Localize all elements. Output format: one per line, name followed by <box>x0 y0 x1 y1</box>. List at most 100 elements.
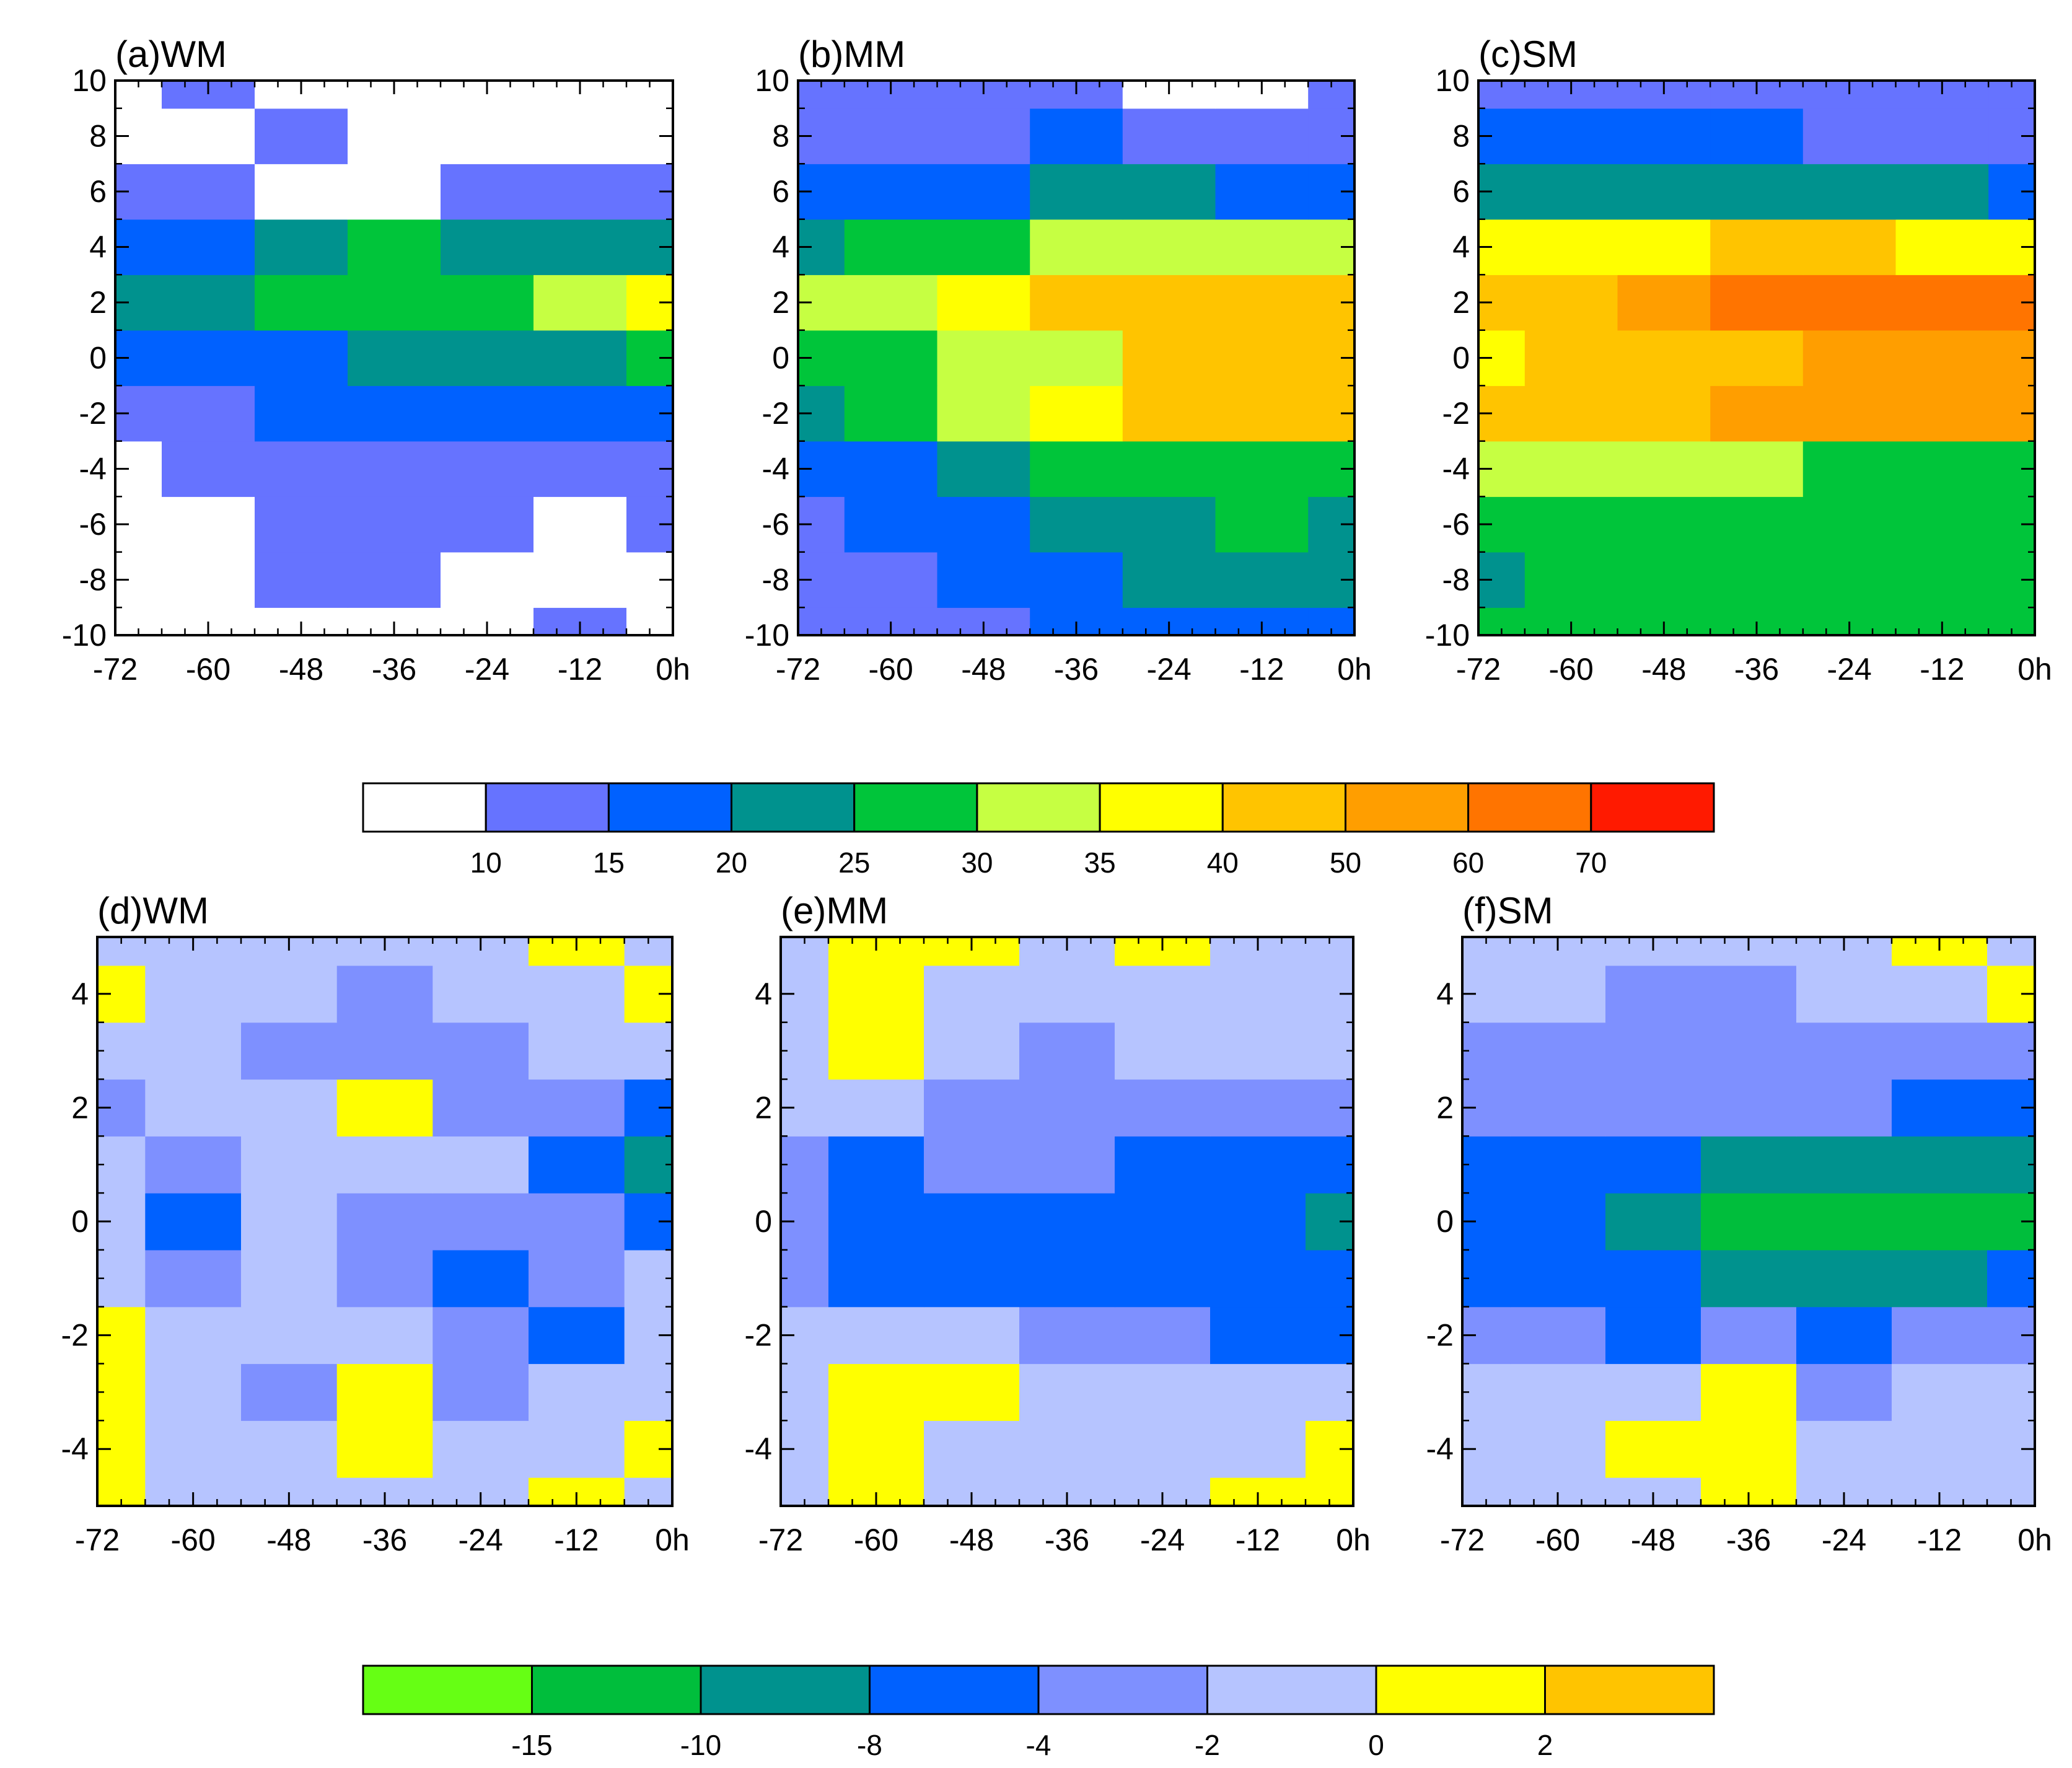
cell-f-6-1 <box>1510 1136 1606 1194</box>
cell-e-7-2 <box>924 1079 1020 1137</box>
cell-b-1-2 <box>937 552 1030 608</box>
cell-d-1-5 <box>529 1420 625 1478</box>
cell-f-5-3 <box>1701 1193 1797 1251</box>
cell-b-3-2 <box>937 441 1030 497</box>
cell-c-1-3 <box>1710 552 1804 608</box>
colorbar-label: -8 <box>857 1729 882 1761</box>
colorbar-swatch <box>869 1665 1040 1715</box>
x-tick-label-e: -12 <box>1236 1523 1280 1557</box>
colorbar-swatch <box>485 782 610 833</box>
colorbar-label: 20 <box>716 847 747 879</box>
cell-b-1-5 <box>1215 552 1309 608</box>
cell-e-7-1 <box>828 1079 924 1137</box>
cell-d-7-2 <box>241 1079 338 1137</box>
panel-b-title: (b)MM <box>798 33 905 75</box>
cell-d-2-0 <box>97 1363 146 1421</box>
cell-f-8-5 <box>1892 1022 1988 1080</box>
cell-f-3-3 <box>1701 1306 1797 1365</box>
cell-c-3-3 <box>1710 441 1804 497</box>
panel-a-field <box>115 81 674 636</box>
y-tick-label-b: 6 <box>772 174 789 209</box>
cell-f-9-3 <box>1701 965 1797 1023</box>
cell-e-6-3 <box>1019 1136 1115 1194</box>
cell-e-2-6 <box>1306 1363 1354 1421</box>
cell-c-8-2 <box>1617 164 1711 220</box>
cell-d-1-2 <box>241 1420 338 1478</box>
cell-a-4-1 <box>162 385 255 442</box>
colorbar-swatch <box>853 782 978 833</box>
cell-c-6-3 <box>1710 275 1804 331</box>
cell-d-4-3 <box>336 1249 433 1308</box>
cell-d-1-1 <box>145 1420 242 1478</box>
cell-f-8-4 <box>1796 1022 1892 1080</box>
cell-f-2-0 <box>1462 1363 1511 1421</box>
y-tick-label-b: -10 <box>745 618 789 653</box>
y-tick-label-f: 4 <box>1436 977 1454 1011</box>
cell-c-5-1 <box>1524 330 1618 386</box>
x-tick-label-a: -12 <box>558 652 602 687</box>
cell-f-7-1 <box>1510 1079 1606 1137</box>
x-tick-label-e: -48 <box>949 1523 994 1557</box>
colorbar-swatch <box>1345 782 1470 833</box>
colorbar-label: 60 <box>1452 847 1484 879</box>
cell-a-6-4 <box>441 275 534 331</box>
colorbar-swatch <box>1206 1665 1377 1715</box>
cell-d-8-1 <box>145 1022 242 1080</box>
cell-d-4-6 <box>624 1249 673 1308</box>
x-tick-label-b: -72 <box>776 652 820 687</box>
cell-d-5-2 <box>241 1193 338 1251</box>
cell-c-7-3 <box>1710 219 1804 275</box>
cell-b-1-4 <box>1122 552 1216 608</box>
cell-b-5-1 <box>844 330 938 386</box>
y-tick-label-a: 10 <box>72 63 107 98</box>
cell-b-4-5 <box>1215 385 1309 442</box>
cell-d-8-5 <box>529 1022 625 1080</box>
colorbar-label: 40 <box>1207 847 1239 879</box>
cell-a-9-1 <box>162 108 255 164</box>
y-tick-label-a: 6 <box>89 174 107 209</box>
cell-d-8-2 <box>241 1022 338 1080</box>
cell-e-6-1 <box>828 1136 924 1194</box>
y-tick-label-f: -2 <box>1426 1318 1454 1353</box>
cell-b-4-2 <box>937 385 1030 442</box>
cell-d-9-2 <box>241 965 338 1023</box>
cell-b-5-3 <box>1030 330 1123 386</box>
cell-a-8-1 <box>162 164 255 220</box>
cell-a-7-2 <box>255 219 348 275</box>
colorbar-swatch <box>700 1665 871 1715</box>
panels-group: -72 -60 -48 -36 -24 -12 0h-10-8-6-4-20246810(a… <box>61 33 2052 1557</box>
cell-c-5-4 <box>1802 330 1897 386</box>
panel-e-title: (e)MM <box>781 890 888 931</box>
cell-f-2-4 <box>1796 1363 1892 1421</box>
panel-d: -72 -60 -48 -36 -24 -12 0h -4 -2 0 2 4 (d)WM <box>61 890 690 1557</box>
cell-a-2-2 <box>255 496 348 553</box>
cell-d-6-2 <box>241 1136 338 1194</box>
cell-e-6-5 <box>1210 1136 1306 1194</box>
cell-f-9-4 <box>1796 965 1892 1023</box>
cell-a-3-5 <box>533 441 627 497</box>
colorbar-label: -10 <box>680 1729 721 1761</box>
cell-a-8-2 <box>255 164 348 220</box>
cell-d-3-4 <box>432 1306 529 1365</box>
cell-d-8-0 <box>97 1022 146 1080</box>
cell-b-2-3 <box>1030 496 1123 553</box>
cell-a-7-5 <box>533 219 627 275</box>
y-tick-label-a: 8 <box>89 119 107 154</box>
cell-c-2-5 <box>1895 496 1989 553</box>
y-tick-label-d: -4 <box>61 1432 89 1466</box>
cell-e-4-3 <box>1019 1249 1115 1308</box>
cell-a-6-5 <box>533 275 627 331</box>
cell-b-6-1 <box>844 275 938 331</box>
x-tick-label-d: -36 <box>362 1523 407 1557</box>
cell-f-5-5 <box>1892 1193 1988 1251</box>
cell-f-6-2 <box>1605 1136 1701 1194</box>
cell-d-1-3 <box>336 1420 433 1478</box>
cell-f-5-4 <box>1796 1193 1892 1251</box>
cell-f-3-2 <box>1605 1306 1701 1365</box>
x-tick-label-f: -60 <box>1535 1523 1580 1557</box>
cell-a-6-2 <box>255 275 348 331</box>
y-tick-label-b: 2 <box>772 285 789 320</box>
cell-e-8-6 <box>1306 1022 1354 1080</box>
x-tick-label-b: -48 <box>961 652 1006 687</box>
